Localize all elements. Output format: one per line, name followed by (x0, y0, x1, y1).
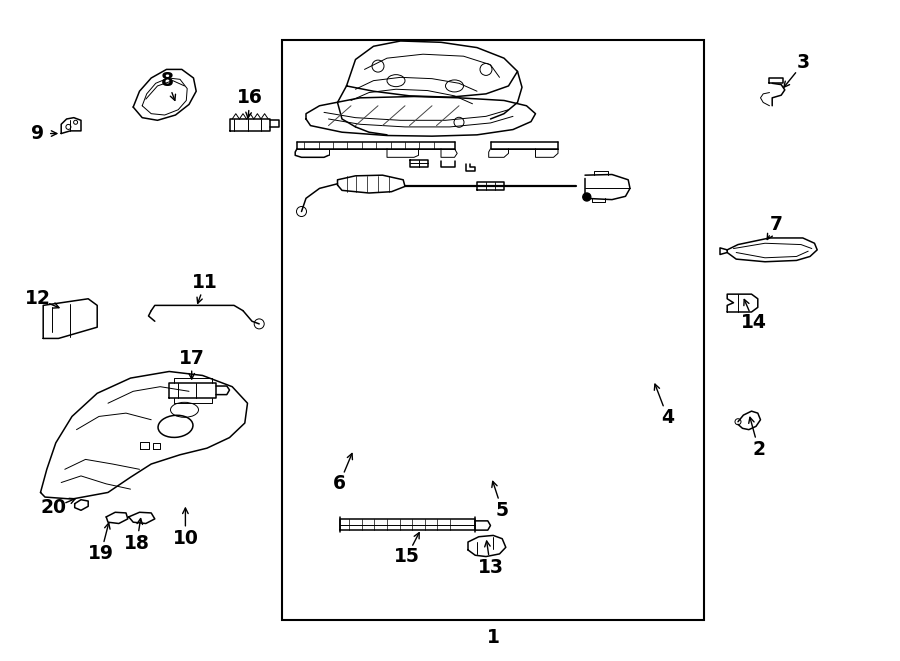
Text: 7: 7 (770, 215, 782, 234)
Text: 12: 12 (25, 290, 50, 308)
Text: 8: 8 (161, 71, 174, 90)
Text: 5: 5 (496, 501, 508, 520)
Text: 3: 3 (797, 54, 810, 72)
Text: 4: 4 (662, 408, 674, 427)
Text: 10: 10 (173, 529, 198, 548)
Text: 6: 6 (333, 475, 346, 493)
Text: 11: 11 (193, 274, 218, 292)
Text: 16: 16 (238, 89, 263, 107)
Text: 18: 18 (124, 534, 149, 553)
Text: 13: 13 (478, 558, 503, 576)
Text: 2: 2 (752, 440, 765, 459)
Text: 17: 17 (179, 349, 204, 368)
Circle shape (583, 193, 590, 201)
Text: 15: 15 (394, 547, 419, 566)
Bar (282, 40, 704, 620)
Text: 1: 1 (487, 629, 500, 647)
Text: 20: 20 (41, 498, 67, 517)
Text: 14: 14 (742, 313, 767, 332)
Text: 19: 19 (88, 545, 113, 563)
Text: 9: 9 (32, 124, 44, 143)
